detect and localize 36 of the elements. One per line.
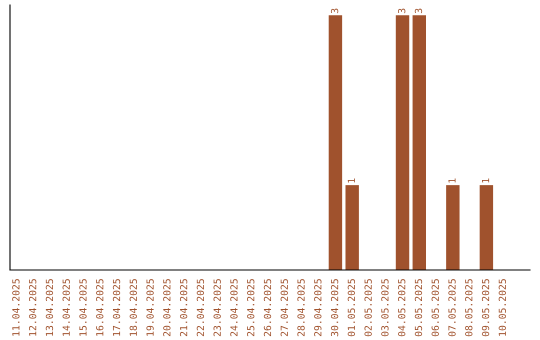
x-tick-label: 20.04.2025 [163,279,171,336]
data-label: 1 [448,178,456,183]
x-tick-label: 15.04.2025 [79,279,87,336]
data-label: 1 [482,178,490,183]
x-tick-label: 12.04.2025 [28,279,36,336]
x-tick-label: 28.04.2025 [297,279,305,336]
x-tick-label: 21.04.2025 [180,279,188,336]
data-label: 1 [348,178,355,183]
data-label: 3 [414,8,422,14]
x-tick-label: 07.05.2025 [448,279,456,336]
x-tick-label: 19.04.2025 [146,279,154,336]
x-tick-label: 22.04.2025 [196,279,204,336]
x-tick-label: 06.05.2025 [432,279,439,336]
x-tick-label: 30.04.2025 [330,279,338,336]
x-tick-label: 03.05.2025 [381,279,389,336]
x-tick-label: 24.04.2025 [230,279,238,336]
x-tick-label: 02.05.2025 [364,279,372,336]
x-tick-label: 25.04.2025 [247,279,254,336]
x-tick-label: 11.04.2025 [12,279,20,336]
x-tick-label: 05.05.2025 [414,279,422,336]
x-tick-label: 17.04.2025 [112,279,120,336]
x-tick-label: 23.04.2025 [213,279,221,336]
x-tick-label: 27.04.2025 [280,279,288,336]
x-tick-label: 14.04.2025 [62,279,70,336]
data-label: 3 [398,8,406,14]
x-tick-label: 08.05.2025 [465,279,472,336]
data-label: 3 [330,8,338,14]
x-tick-label: 29.04.2025 [314,279,322,336]
x-tick-label: 01.05.2025 [348,279,356,336]
x-tick-label: 10.05.2025 [498,279,506,336]
x-tick-label: 26.04.2025 [264,279,272,336]
x-tick-label: 13.04.2025 [46,279,54,336]
x-tick-label: 04.05.2025 [398,279,406,336]
x-tick-label: 16.04.2025 [96,279,104,336]
x-tick-label: 09.05.2025 [482,279,490,336]
x-tick-label: 18.04.2025 [130,279,137,336]
